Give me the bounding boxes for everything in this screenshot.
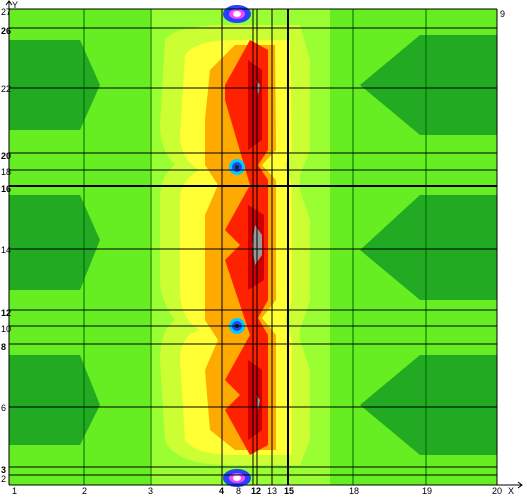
singular-point-top[interactable] — [223, 5, 251, 23]
contour-band-left-top — [9, 40, 100, 130]
contour-band-right-top — [360, 35, 497, 135]
contour-band-right-bottom — [360, 355, 497, 455]
x-tick-15: 15 — [284, 486, 294, 496]
y-tick-10: 10 — [1, 324, 11, 334]
contour-band-left-bottom — [9, 355, 100, 445]
x-tick-1: 1 — [12, 486, 17, 496]
y-tick-6: 6 — [1, 403, 6, 413]
y-tick-3: 3 — [1, 465, 6, 475]
y-tick-20: 20 — [1, 151, 11, 161]
axis-x-arrow — [497, 481, 523, 489]
corner-mark-top-right: 9 — [500, 9, 505, 19]
y-tick-22: 22 — [1, 84, 11, 94]
axis-label-x: X — [508, 486, 514, 496]
corner-mark-bottom-right: 20 — [492, 486, 502, 496]
y-tick-12: 12 — [1, 308, 11, 318]
y-tick-26: 26 — [1, 26, 11, 36]
y-tick-2: 2 — [1, 474, 6, 484]
y-tick-14: 14 — [1, 245, 11, 255]
y-tick-8: 8 — [1, 342, 6, 352]
x-tick-4: 4 — [219, 486, 224, 496]
y-tick-labels: 27 26 22 20 18 16 14 12 10 8 6 3 2 — [1, 7, 11, 484]
x-tick-13: 13 — [267, 486, 277, 496]
x-tick-3: 3 — [148, 486, 153, 496]
x-tick-2: 2 — [82, 486, 87, 496]
y-tick-18: 18 — [1, 167, 11, 177]
axis-y-arrow — [5, 0, 13, 9]
y-tick-27: 27 — [1, 7, 11, 17]
singular-point-bottom[interactable] — [223, 469, 251, 487]
x-tick-12: 12 — [251, 486, 261, 496]
x-tick-labels: 1 2 3 4 8 12 13 15 18 19 — [12, 486, 432, 496]
axis-label-y: Y — [12, 0, 18, 10]
x-tick-8: 8 — [236, 486, 241, 496]
x-tick-19: 19 — [422, 486, 432, 496]
contour-band-right-mid — [360, 195, 497, 300]
grid-lines — [8, 8, 498, 486]
singular-point-upper[interactable] — [229, 159, 245, 175]
x-tick-18: 18 — [349, 486, 359, 496]
y-tick-16: 16 — [1, 184, 11, 194]
contour-band-left-mid — [9, 195, 100, 290]
